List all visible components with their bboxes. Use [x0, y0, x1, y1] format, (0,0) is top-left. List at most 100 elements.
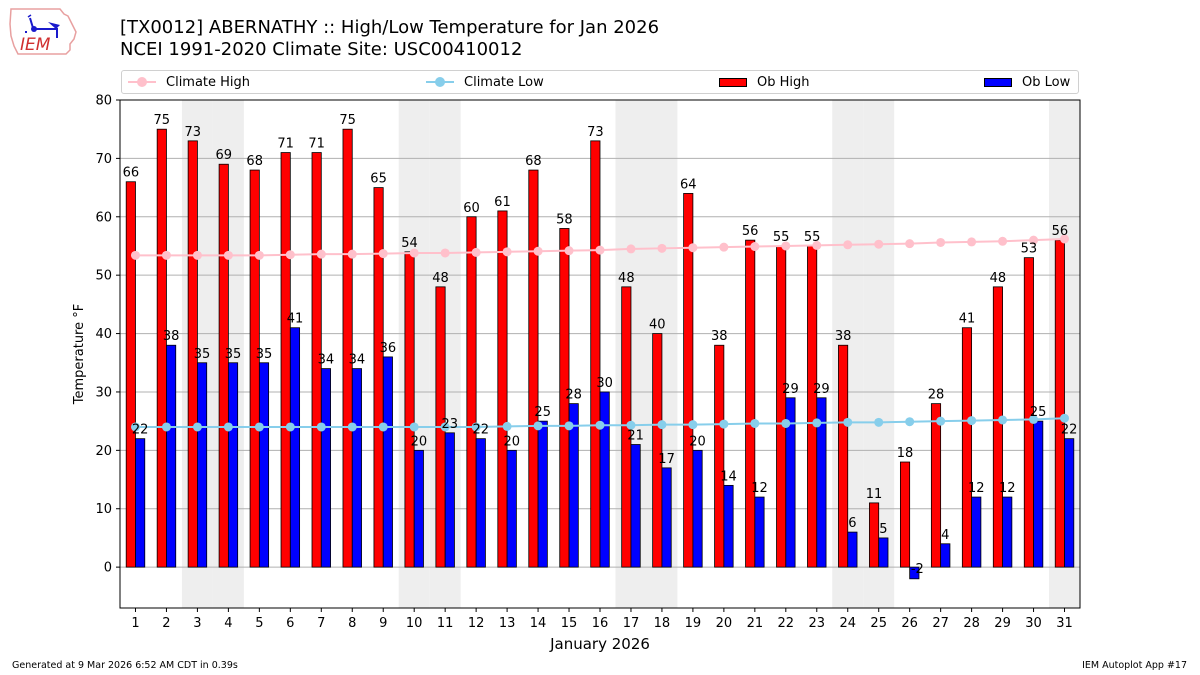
y-tick-label: 0 [104, 561, 112, 576]
ob-high-value-label: 65 [370, 172, 387, 187]
ob-low-value-label: 34 [349, 353, 366, 368]
climate-low-point [502, 421, 512, 431]
ob-low-bar [599, 391, 610, 568]
x-tick-label: 25 [870, 616, 887, 631]
ob-low-value-label: 17 [658, 452, 675, 467]
ob-high-value-label: 66 [123, 166, 140, 181]
ob-high-bar [187, 140, 198, 568]
climate-high-point [347, 249, 357, 259]
x-tick-label: 17 [623, 616, 640, 631]
ob-high-value-label: 55 [773, 230, 790, 245]
ob-low-value-label: 41 [287, 312, 304, 327]
ob-high-value-label: 56 [742, 224, 759, 239]
ob-low-value-label: 25 [534, 405, 551, 420]
climate-low-point [781, 418, 791, 428]
climate-low-point [378, 422, 388, 432]
ob-low-value-label: 29 [782, 382, 799, 397]
x-tick-label: 1 [131, 616, 139, 631]
ob-low-value-label: 12 [968, 481, 985, 496]
climate-high-point [502, 247, 512, 257]
ob-high-bar [373, 187, 384, 568]
climate-high-point [719, 242, 729, 252]
ob-low-bar [227, 362, 239, 568]
chart-title: [TX0012] ABERNATHY :: High/Low Temperatu… [120, 17, 659, 61]
ob-high-value-label: 48 [990, 271, 1007, 286]
x-tick-label: 20 [716, 616, 733, 631]
ob-high-bar [404, 251, 415, 568]
logo-text: IEM [20, 35, 51, 55]
ob-high-bar [683, 193, 694, 568]
x-tick-label: 5 [255, 616, 263, 631]
climate-low-point [564, 421, 574, 431]
legend-climate-low-label: Climate Low [464, 74, 544, 90]
ob-low-bar [320, 368, 331, 568]
climate-high-point [967, 237, 977, 247]
ob-low-value-label: 35 [194, 347, 211, 362]
climate-low-point [874, 417, 884, 427]
ob-high-value-label: 75 [339, 113, 356, 128]
ob-low-bar [289, 327, 301, 568]
ob-high-bar [559, 228, 570, 568]
ob-low-bar [909, 566, 920, 580]
ob-low-value-label: 23 [442, 417, 459, 432]
ob-low-bar [630, 444, 641, 568]
climate-low-point [812, 418, 822, 428]
climate-low-point [595, 420, 605, 430]
climate-high-point [936, 237, 946, 247]
x-tick-label: 7 [317, 616, 325, 631]
ob-high-bar [776, 245, 787, 568]
generated-timestamp: Generated at 9 Mar 2026 6:52 AM CDT in 0… [12, 660, 238, 671]
climate-low-line-icon [426, 77, 454, 87]
climate-high-point [843, 240, 853, 250]
ob-high-bar [961, 327, 973, 568]
ob-low-bar [258, 362, 270, 568]
y-tick-label: 30 [95, 385, 112, 400]
ob-high-value-label: 54 [401, 236, 418, 251]
ob-high-bar [1054, 239, 1065, 568]
ob-low-value-label: 29 [813, 382, 830, 397]
x-tick-label: 21 [747, 616, 764, 631]
climate-high-point [688, 243, 698, 253]
climate-high-point [750, 242, 760, 252]
x-tick-label: 23 [809, 616, 826, 631]
x-tick-label: 16 [592, 616, 609, 631]
y-tick-label: 40 [95, 327, 112, 342]
ob-high-value-label: 73 [185, 125, 202, 140]
ob-low-value-label: 25 [1030, 405, 1047, 420]
climate-low-point [254, 422, 264, 432]
climate-low-point [936, 416, 946, 426]
ob-low-bar [568, 403, 579, 568]
title-line-2: NCEI 1991-2020 Climate Site: USC00410012 [120, 39, 523, 60]
climate-high-point [161, 250, 171, 260]
ob-low-value-label: 20 [411, 434, 428, 449]
ob-low-bar [723, 484, 734, 568]
ob-low-bar [785, 397, 796, 568]
y-axis-label: Temperature °F [72, 304, 87, 405]
ob-low-value-label: 30 [596, 376, 613, 391]
ob-high-value-label: 28 [928, 388, 945, 403]
ob-high-value-label: 48 [432, 271, 449, 286]
iem-logo: IEM [8, 6, 80, 58]
climate-high-point [285, 250, 295, 260]
ob-low-value-label: 12 [751, 481, 768, 496]
climate-high-point [564, 246, 574, 256]
ob-low-bar [1033, 420, 1044, 568]
ob-high-value-label: 68 [525, 154, 542, 169]
ob-high-bar [807, 245, 818, 568]
ob-low-bar [444, 432, 455, 568]
legend-ob-high: Ob High [719, 74, 810, 90]
climate-low-point [316, 422, 326, 432]
climate-low-point [192, 422, 202, 432]
climate-high-point [874, 239, 884, 249]
x-tick-label: 11 [437, 616, 454, 631]
climate-low-point [223, 422, 233, 432]
x-tick-label: 2 [162, 616, 170, 631]
ob-high-value-label: 64 [680, 177, 697, 192]
ob-high-bar [342, 128, 353, 568]
climate-low-point [719, 419, 729, 429]
climate-low-point [285, 422, 295, 432]
ob-low-value-label: 14 [720, 469, 737, 484]
ob-high-bar [652, 333, 663, 568]
ob-high-value-label: 41 [959, 312, 976, 327]
ob-high-value-label: 58 [556, 212, 573, 227]
